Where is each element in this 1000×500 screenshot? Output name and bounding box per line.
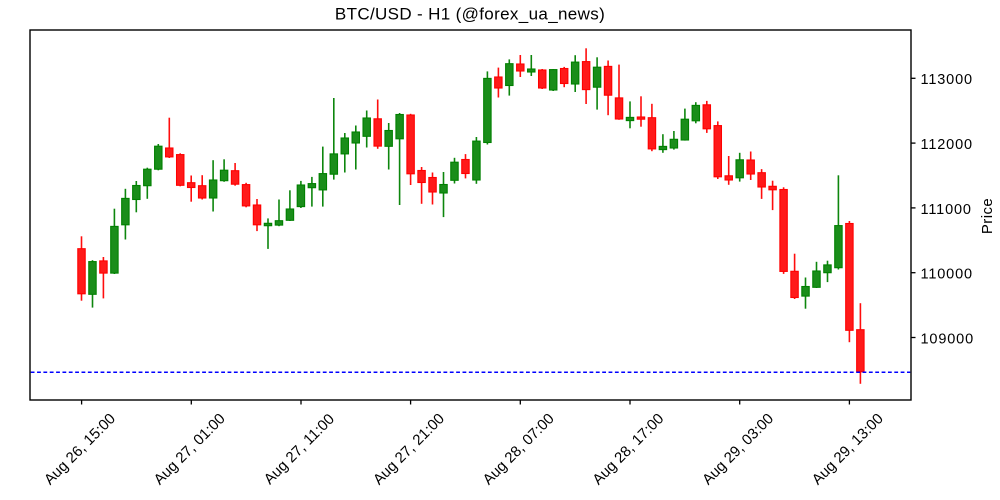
- svg-text:110000: 110000: [921, 267, 973, 283]
- svg-text:BTC/USD - H1 (@forex_ua_news): BTC/USD - H1 (@forex_ua_news): [335, 4, 605, 23]
- svg-text:111000: 111000: [921, 202, 972, 218]
- svg-text:112000: 112000: [921, 137, 973, 153]
- svg-text:113000: 113000: [921, 72, 973, 88]
- svg-text:Price: Price: [979, 198, 996, 234]
- svg-text:109000: 109000: [921, 331, 975, 347]
